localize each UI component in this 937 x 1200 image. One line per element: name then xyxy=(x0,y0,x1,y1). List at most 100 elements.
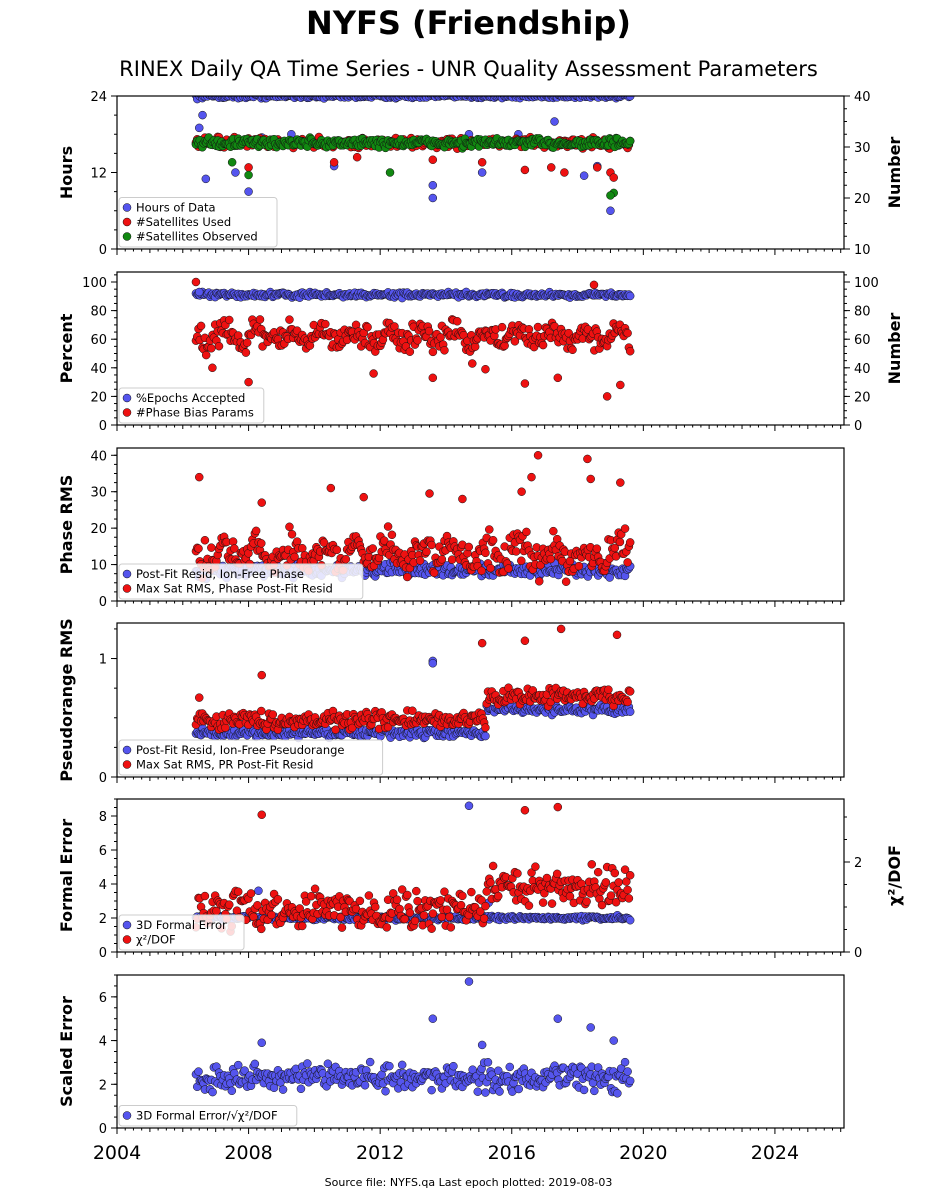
data-point-outlier xyxy=(227,158,237,167)
data-point xyxy=(379,536,389,545)
y-tick-label: 20 xyxy=(90,522,107,537)
legend-label: #Satellites Used xyxy=(136,215,231,229)
y2-tick-label: 0 xyxy=(854,419,862,434)
data-point-outlier xyxy=(553,1014,563,1023)
plot-frame xyxy=(116,798,845,953)
data-point-outlier xyxy=(428,181,438,190)
y-tick-label: 12 xyxy=(90,167,107,182)
data-point xyxy=(200,891,210,901)
legend-marker xyxy=(122,745,132,755)
data-point-outlier xyxy=(520,806,530,815)
data-point xyxy=(403,572,412,582)
legend-marker xyxy=(122,408,132,417)
data-point-outlier xyxy=(616,380,625,390)
data-point-outlier xyxy=(428,155,438,164)
data-point-outlier xyxy=(589,280,599,290)
data-point xyxy=(194,544,203,553)
x-tick-label: 2008 xyxy=(224,1142,272,1164)
data-point xyxy=(476,907,485,916)
data-point-outlier xyxy=(194,123,204,133)
data-point xyxy=(427,924,436,933)
data-point xyxy=(488,535,498,545)
data-point xyxy=(524,901,534,910)
data-point xyxy=(360,1081,370,1090)
data-point-outlier xyxy=(194,287,204,297)
data-point-outlier xyxy=(458,494,467,504)
data-point xyxy=(538,340,548,350)
data-point-outlier xyxy=(517,487,526,496)
data-point xyxy=(382,923,392,932)
data-point xyxy=(611,898,621,907)
data-point xyxy=(257,539,266,548)
y-tick-label: 20 xyxy=(90,390,107,405)
data-point xyxy=(240,1066,249,1075)
data-point xyxy=(257,924,266,934)
data-point xyxy=(531,862,540,871)
data-point xyxy=(601,878,611,887)
data-point xyxy=(440,346,449,355)
data-point xyxy=(207,543,216,552)
data-point xyxy=(493,891,503,901)
y-axis-label: Phase RMS xyxy=(57,475,76,575)
y-tick-label: 2 xyxy=(99,912,107,927)
data-point xyxy=(613,1089,622,1098)
data-point-outlier xyxy=(556,624,566,634)
legend-label: #Phase Bias Params xyxy=(136,406,254,420)
data-point xyxy=(422,547,431,557)
data-point xyxy=(614,878,623,887)
data-point-outlier xyxy=(533,451,543,460)
data-point-outlier xyxy=(201,174,211,184)
y2-tick-label: 40 xyxy=(854,362,871,377)
data-point xyxy=(233,887,243,896)
data-point-outlier xyxy=(606,191,615,200)
y-tick-label: 40 xyxy=(90,362,107,377)
series-2 xyxy=(191,802,635,936)
data-point xyxy=(477,566,486,576)
data-point xyxy=(481,1088,490,1097)
data-point xyxy=(383,522,393,531)
data-point xyxy=(257,706,266,716)
data-point xyxy=(473,1087,482,1096)
legend-label: Max Sat RMS, PR Post-Fit Resid xyxy=(136,758,313,772)
y-tick-label: 0 xyxy=(99,1122,107,1137)
y2-tick-label: 100 xyxy=(854,276,879,291)
data-point-outlier xyxy=(609,173,618,182)
data-point xyxy=(381,1086,390,1096)
series-1 xyxy=(191,977,635,1098)
y-tick-label: 10 xyxy=(90,559,107,574)
y-tick-label: 30 xyxy=(90,486,107,501)
legend-marker xyxy=(122,920,132,930)
data-point xyxy=(625,346,635,356)
data-point xyxy=(592,544,602,553)
data-point xyxy=(505,1062,515,1072)
series-2 xyxy=(191,277,635,401)
legend-box xyxy=(118,563,364,600)
data-point xyxy=(285,522,294,532)
data-point xyxy=(296,1084,306,1094)
data-point-outlier xyxy=(477,168,487,177)
data-point xyxy=(517,556,526,566)
data-point xyxy=(385,1061,394,1071)
data-point xyxy=(428,909,438,918)
data-point xyxy=(413,336,422,345)
legend-label: Post-Fit Resid, Ion-Free Phase xyxy=(136,567,304,581)
y-tick-label: 100 xyxy=(82,276,107,291)
data-point-outlier xyxy=(546,163,556,172)
legend: %Epochs Accepted#Phase Bias Params xyxy=(118,387,265,424)
data-point xyxy=(255,315,265,324)
data-point xyxy=(368,544,377,553)
data-point xyxy=(298,543,307,553)
data-point xyxy=(622,877,631,886)
data-point xyxy=(246,889,256,898)
y2-tick-label: 80 xyxy=(854,305,871,320)
series-2 xyxy=(191,624,635,734)
y2-axis-label: χ²/DOF xyxy=(885,845,904,906)
data-point xyxy=(488,861,498,871)
data-point xyxy=(331,725,340,734)
y-axis-label: Pseudorange RMS xyxy=(57,618,76,781)
data-point xyxy=(446,923,456,932)
data-point-outlier xyxy=(385,168,395,177)
data-point xyxy=(593,867,603,877)
data-point xyxy=(546,554,556,564)
data-point-outlier xyxy=(428,193,438,203)
